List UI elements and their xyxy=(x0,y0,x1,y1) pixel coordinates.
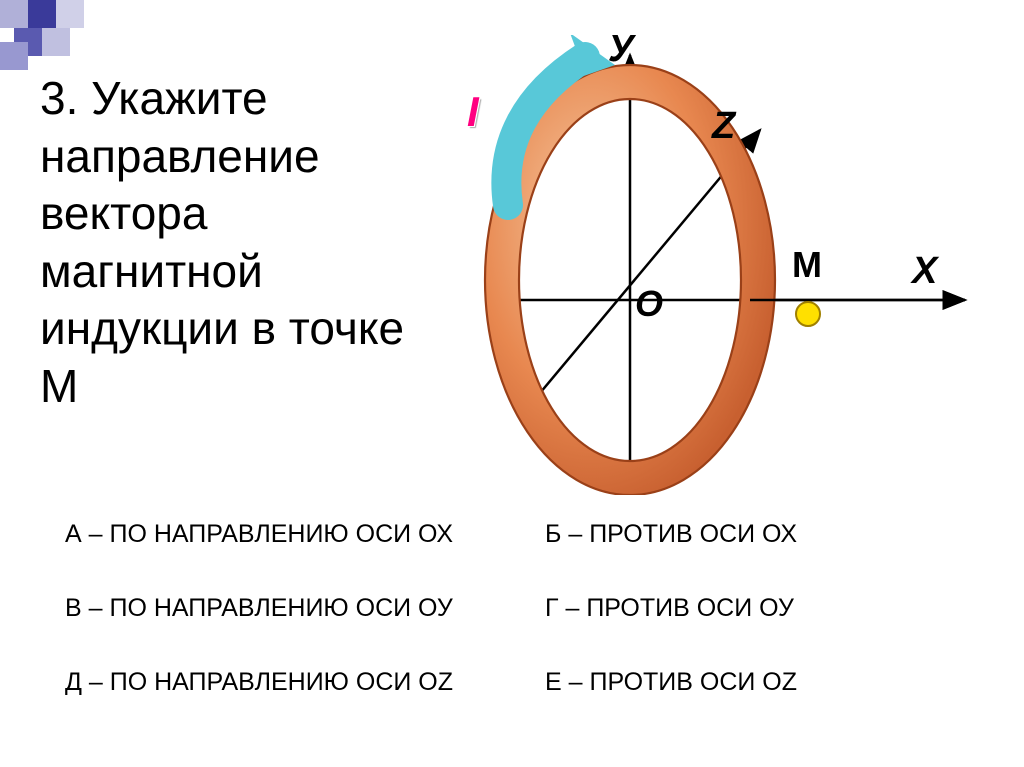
point-m-label: М xyxy=(792,244,822,286)
z-axis-label: Z xyxy=(712,105,735,148)
answer-v: В – ПО НАПРАВЛЕНИЮ ОСИ ОУ xyxy=(65,594,545,623)
question-number: 3. xyxy=(40,72,78,124)
answer-options: А – ПО НАПРАВЛЕНИЮ ОСИ ОХ Б – ПРОТИВ ОСИ… xyxy=(65,520,965,742)
answer-b: Б – ПРОТИВ ОСИ ОХ xyxy=(545,520,797,549)
question-text: 3. Укажите направление вектора магнитной… xyxy=(40,70,420,415)
origin-label: О xyxy=(635,283,663,325)
answer-row: В – ПО НАПРАВЛЕНИЮ ОСИ ОУ Г – ПРОТИВ ОСИ… xyxy=(65,594,965,623)
answer-a: А – ПО НАПРАВЛЕНИЮ ОСИ ОХ xyxy=(65,520,545,549)
x-axis-label: Х xyxy=(912,250,937,293)
answer-d: Д – ПО НАПРАВЛЕНИЮ ОСИ ОZ xyxy=(65,668,545,697)
y-axis-label: У xyxy=(608,28,634,71)
deco-group xyxy=(0,0,84,70)
question-body: Укажите направление вектора магнитной ин… xyxy=(40,72,404,412)
answer-e: Е – ПРОТИВ ОСИ OZ xyxy=(545,668,797,697)
answer-row: Д – ПО НАПРАВЛЕНИЮ ОСИ ОZ Е – ПРОТИВ ОСИ… xyxy=(65,668,965,697)
point-m-marker xyxy=(796,302,820,326)
current-i-label: I xyxy=(467,88,479,136)
answer-row: А – ПО НАПРАВЛЕНИЮ ОСИ ОХ Б – ПРОТИВ ОСИ… xyxy=(65,520,965,549)
answer-g: Г – ПРОТИВ ОСИ ОУ xyxy=(545,594,794,623)
